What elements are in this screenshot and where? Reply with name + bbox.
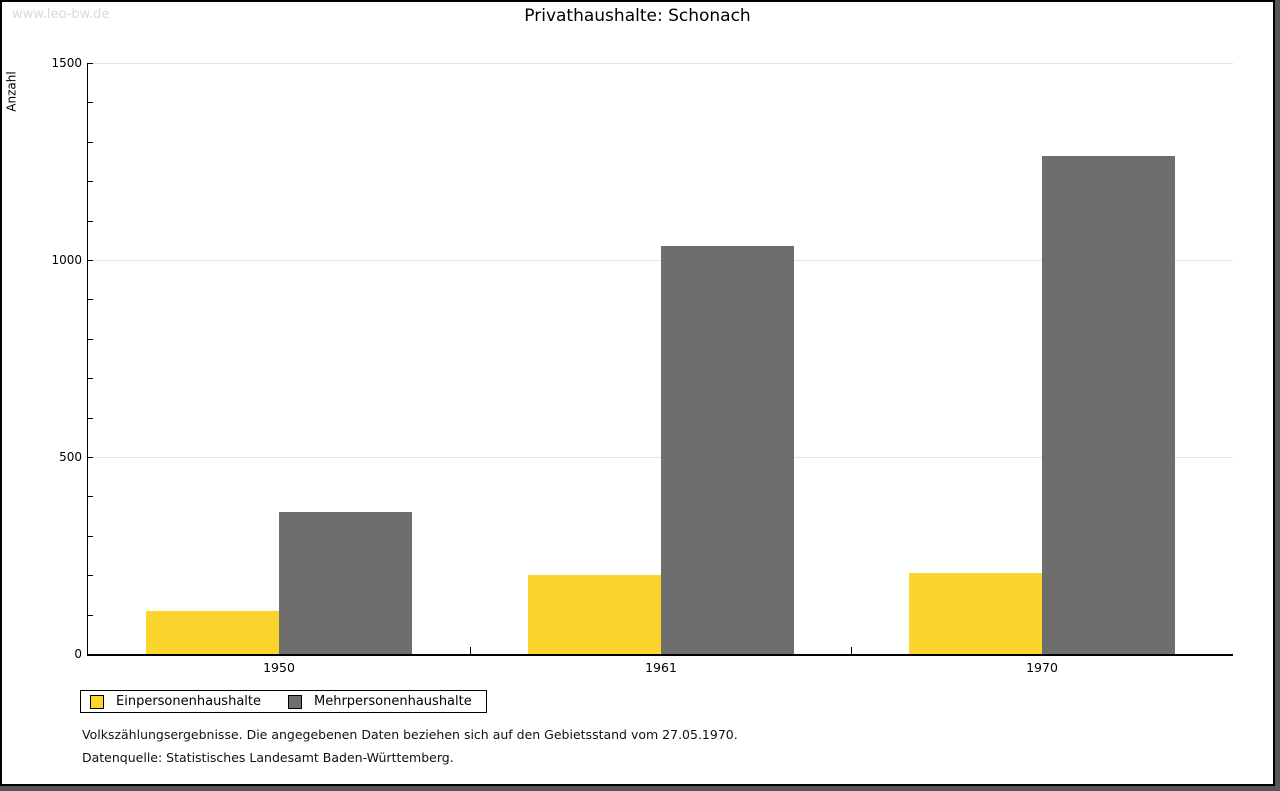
x-axis-tick — [470, 647, 471, 654]
x-axis-label-1961: 1961 — [645, 660, 677, 675]
footnote-source-note: Volkszählungsergebnisse. Die angegebenen… — [82, 727, 738, 742]
gridline-1000 — [88, 260, 1233, 261]
y-axis-tick — [88, 457, 93, 458]
y-axis-tick — [88, 260, 93, 261]
legend-label: Einpersonenhaushalte — [116, 694, 261, 709]
legend-item-mehrpersonenhaushalte: Mehrpersonenhaushalte — [288, 694, 472, 709]
legend-swatch-gray — [288, 694, 302, 709]
footnote-data-source: Datenquelle: Statistisches Landesamt Bad… — [82, 750, 454, 765]
y-axis-title: Anzahl — [4, 71, 19, 112]
chart-title: Privathaushalte: Schonach — [524, 6, 751, 26]
bar-einpersonenhaushalte-1970 — [909, 573, 1042, 654]
y-axis-tick — [88, 102, 93, 103]
y-axis-tick — [88, 181, 93, 182]
y-axis-tick — [88, 496, 93, 497]
y-axis-tick — [88, 339, 93, 340]
x-axis-tick — [851, 647, 852, 654]
y-axis-tick — [88, 418, 93, 419]
gridline-500 — [88, 457, 1233, 458]
bar-einpersonenhaushalte-1950 — [146, 611, 279, 654]
bar-einpersonenhaushalte-1961 — [528, 575, 661, 654]
y-axis-tick-label: 1000 — [51, 253, 82, 267]
legend-item-einpersonenhaushalte: Einpersonenhaushalte — [90, 694, 261, 709]
bar-mehrpersonenhaushalte-1950 — [279, 512, 412, 654]
y-axis-tick — [88, 615, 93, 616]
y-axis-tick-label: 1500 — [51, 56, 82, 70]
y-axis-tick — [88, 221, 93, 222]
y-axis-tick — [88, 575, 93, 576]
legend: Einpersonenhaushalte Mehrpersonenhaushal… — [80, 690, 487, 713]
y-axis-tick — [88, 378, 93, 379]
x-axis-label-1950: 1950 — [263, 660, 295, 675]
y-axis-tick — [88, 142, 93, 143]
y-axis-tick — [88, 63, 93, 64]
gridline-1500 — [88, 63, 1233, 64]
y-axis-tick — [88, 536, 93, 537]
watermark: www.leo-bw.de — [12, 7, 110, 22]
y-axis-tick-label: 500 — [59, 450, 82, 464]
bar-mehrpersonenhaushalte-1970 — [1042, 156, 1175, 654]
legend-swatch-yellow — [90, 694, 104, 709]
y-axis-tick-label: 0 — [74, 647, 82, 661]
x-axis-label-1970: 1970 — [1026, 660, 1058, 675]
bar-mehrpersonenhaushalte-1961 — [661, 246, 794, 654]
y-axis-tick — [88, 299, 93, 300]
plot-area: 0 500 1000 1500 1950 1961 1970 — [51, 56, 1233, 675]
legend-label: Mehrpersonenhaushalte — [314, 694, 472, 709]
